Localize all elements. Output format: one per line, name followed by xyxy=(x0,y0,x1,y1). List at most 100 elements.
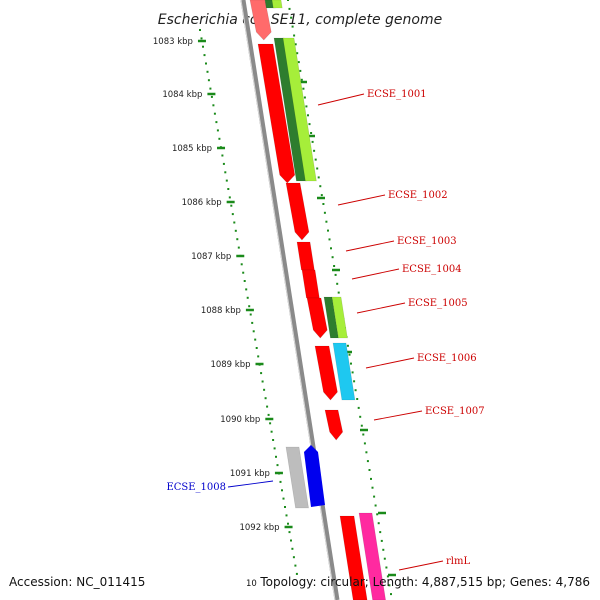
gene-label[interactable]: rlmL xyxy=(446,556,470,567)
outer-dot xyxy=(336,282,339,285)
ruler-dot xyxy=(288,531,291,534)
pink-track-feature xyxy=(358,512,386,600)
ruler-dot xyxy=(284,506,286,508)
outer-dot xyxy=(305,105,308,108)
cds-feature xyxy=(257,43,296,184)
outer-dot xyxy=(348,353,351,356)
ruler-dot xyxy=(225,179,228,182)
light-green-track-feature xyxy=(271,0,283,9)
outer-dot xyxy=(357,406,360,409)
ruler-dot xyxy=(221,154,224,157)
outer-dot xyxy=(327,229,329,232)
outer-dot xyxy=(353,380,356,383)
map-title: Escherichia coli SE11, complete genome xyxy=(158,12,442,28)
ruler-dot xyxy=(270,430,273,433)
cut-off-tick-label: 10 xyxy=(246,579,257,589)
ruler-dot xyxy=(200,37,203,40)
ruler-dot xyxy=(216,129,219,132)
cds-feature xyxy=(324,409,344,441)
ruler-dot xyxy=(207,79,210,82)
ruler-dot xyxy=(291,547,294,550)
outer-dot xyxy=(350,362,352,365)
ruler-dot xyxy=(242,271,245,274)
ruler-tick-label: 1087 kbp xyxy=(191,252,231,262)
ruler-dot xyxy=(218,137,221,140)
ruler-dot xyxy=(282,497,285,500)
outer-dot xyxy=(365,451,368,454)
ruler-dot xyxy=(281,489,283,492)
outer-dot xyxy=(333,265,336,267)
gene-label[interactable]: ECSE_1005 xyxy=(408,298,468,309)
gene-label[interactable]: ECSE_1001 xyxy=(367,89,427,100)
outer-dot xyxy=(390,593,392,596)
gene-labels: ECSE_1001 ECSE_1002 ECSE_1003 ECSE_1004 ECSE… xyxy=(166,89,484,567)
ruler-tick-label: 1092 kbp xyxy=(239,523,279,533)
outer-dot xyxy=(371,486,374,489)
cds-feature xyxy=(285,182,310,241)
outer-dot xyxy=(322,203,325,205)
outer-dot xyxy=(308,123,311,126)
outer-dot xyxy=(314,158,317,161)
cyan-track-feature xyxy=(332,342,356,401)
cds-feature xyxy=(296,241,315,271)
ruler-tick-label: 1091 kbp xyxy=(230,469,270,479)
outer-dot xyxy=(380,539,383,542)
ruler-dot xyxy=(263,388,266,391)
outer-dot xyxy=(319,185,322,188)
ruler-dot xyxy=(279,480,282,483)
gray-track-feature xyxy=(285,446,309,509)
gene-label[interactable]: ECSE_1006 xyxy=(417,353,477,364)
ruler-dot xyxy=(205,62,207,65)
ruler-dot xyxy=(251,321,254,324)
ruler-dot xyxy=(285,514,288,517)
ruler-dot xyxy=(210,95,213,98)
outer-dot xyxy=(290,16,293,19)
ruler-dot xyxy=(203,54,206,57)
outer-dot xyxy=(323,211,326,214)
gene-label[interactable]: ECSE_1003 xyxy=(397,236,457,247)
outer-dot xyxy=(337,291,340,294)
outer-dot xyxy=(356,398,359,400)
ruler-dot xyxy=(249,313,252,316)
outer-dot xyxy=(334,273,337,276)
ruler-dot xyxy=(233,221,236,224)
ruler-dot xyxy=(261,380,264,383)
outer-dot xyxy=(383,557,386,560)
ruler-dot xyxy=(295,572,298,575)
outer-dot xyxy=(370,477,372,480)
outer-dot xyxy=(311,140,314,143)
outer-dot xyxy=(296,52,299,55)
leader-line xyxy=(373,410,423,421)
ruler-tick-label: 1088 kbp xyxy=(201,306,241,316)
cds-feature xyxy=(301,269,320,299)
outer-dot xyxy=(374,504,377,507)
ruler-dot xyxy=(273,447,276,450)
outer-dot xyxy=(388,584,391,587)
outer-dot xyxy=(328,238,331,241)
ruler-dot xyxy=(212,104,215,107)
gene-label[interactable]: ECSE_1007 xyxy=(425,406,485,417)
ruler-dot xyxy=(227,188,230,190)
cds-feature xyxy=(314,345,338,401)
outer-dot xyxy=(373,495,376,498)
ruler-tick-label: 1086 kbp xyxy=(182,198,222,208)
ruler-dot xyxy=(237,246,240,249)
ruler-dot xyxy=(276,464,279,467)
outer-dot xyxy=(331,256,334,259)
ruler-dot xyxy=(275,455,277,458)
gene-features xyxy=(249,0,386,600)
ruler-dot xyxy=(222,162,225,165)
ruler-dot xyxy=(260,372,263,375)
outer-dot xyxy=(359,415,362,418)
outer-dot xyxy=(385,566,388,569)
leader-line xyxy=(351,268,400,280)
outer-dot xyxy=(307,114,309,117)
gene-label[interactable]: ECSE_1002 xyxy=(388,190,448,201)
ruler-ticks: 1083 kbp 1084 kbp 1085 kbp 1086 kbp 1087 kbp… xyxy=(153,37,293,533)
leader-line xyxy=(356,302,406,314)
outer-dot xyxy=(316,167,319,170)
gene-label[interactable]: ECSE_1008 xyxy=(166,482,226,493)
outer-dot xyxy=(288,7,291,10)
gene-label[interactable]: ECSE_1004 xyxy=(402,264,462,275)
outer-dot xyxy=(293,34,296,37)
